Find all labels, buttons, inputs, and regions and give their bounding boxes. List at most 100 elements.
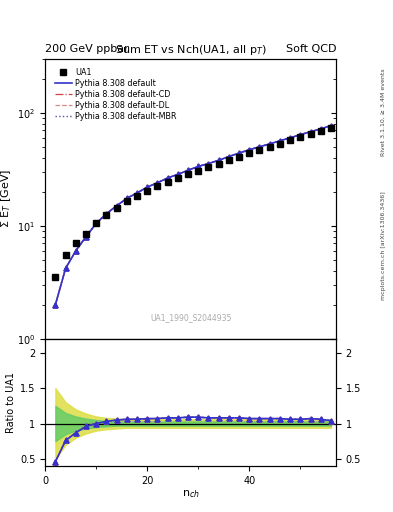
UA1: [94, 220, 99, 226]
UA1: [176, 175, 180, 181]
Y-axis label: Ratio to UA1: Ratio to UA1: [6, 372, 16, 433]
UA1: [329, 124, 333, 131]
Pythia 8.308 default-DL: [155, 180, 160, 186]
Pythia 8.308 default: [104, 210, 109, 217]
UA1: [145, 187, 150, 194]
Pythia 8.308 default-CD: [104, 210, 109, 217]
Pythia 8.308 default-MBR: [135, 190, 140, 196]
Pythia 8.308 default: [114, 203, 119, 209]
Pythia 8.308 default-DL: [176, 172, 180, 178]
Pythia 8.308 default-DL: [257, 144, 262, 150]
Pythia 8.308 default-MBR: [155, 180, 160, 186]
Pythia 8.308 default: [226, 154, 231, 160]
UA1: [135, 193, 140, 199]
Pythia 8.308 default-DL: [237, 150, 241, 156]
UA1: [165, 179, 170, 185]
UA1: [288, 137, 292, 143]
Pythia 8.308 default-DL: [247, 147, 252, 153]
Pythia 8.308 default-CD: [267, 141, 272, 147]
Pythia 8.308 default-DL: [73, 248, 78, 254]
Pythia 8.308 default-CD: [84, 233, 88, 240]
Pythia 8.308 default-DL: [298, 132, 303, 138]
Pythia 8.308 default: [145, 184, 150, 190]
Line: Pythia 8.308 default-CD: Pythia 8.308 default-CD: [55, 125, 331, 305]
Pythia 8.308 default-MBR: [267, 141, 272, 147]
Pythia 8.308 default-CD: [145, 184, 150, 190]
Pythia 8.308 default: [329, 122, 333, 129]
Pythia 8.308 default: [247, 147, 252, 153]
Pythia 8.308 default-MBR: [73, 248, 78, 254]
Pythia 8.308 default-MBR: [206, 161, 211, 167]
UA1: [216, 161, 221, 167]
Pythia 8.308 default-CD: [63, 265, 68, 271]
Pythia 8.308 default-CD: [73, 248, 78, 254]
Pythia 8.308 default: [84, 233, 88, 240]
Pythia 8.308 default-DL: [186, 167, 191, 174]
UA1: [73, 240, 78, 246]
Pythia 8.308 default-MBR: [165, 175, 170, 181]
Pythia 8.308 default-MBR: [288, 135, 292, 141]
UA1: [63, 252, 68, 258]
Pythia 8.308 default-MBR: [63, 265, 68, 271]
Pythia 8.308 default-CD: [298, 132, 303, 138]
UA1: [196, 168, 200, 174]
Pythia 8.308 default: [53, 302, 58, 308]
UA1: [308, 131, 313, 137]
Pythia 8.308 default-MBR: [84, 233, 88, 240]
Pythia 8.308 default-CD: [206, 161, 211, 167]
Pythia 8.308 default-DL: [63, 265, 68, 271]
UA1: [206, 164, 211, 170]
Line: UA1: UA1: [53, 125, 334, 280]
Pythia 8.308 default-MBR: [125, 195, 129, 201]
UA1: [237, 154, 241, 160]
Pythia 8.308 default-CD: [318, 126, 323, 132]
Pythia 8.308 default-DL: [267, 141, 272, 147]
Text: Rivet 3.1.10, ≥ 3.4M events: Rivet 3.1.10, ≥ 3.4M events: [381, 69, 386, 157]
Pythia 8.308 default-CD: [277, 138, 282, 144]
Pythia 8.308 default: [267, 141, 272, 147]
Pythia 8.308 default-DL: [216, 157, 221, 163]
Pythia 8.308 default-MBR: [186, 167, 191, 174]
Pythia 8.308 default: [298, 132, 303, 138]
Text: Soft QCD: Soft QCD: [286, 44, 336, 54]
Pythia 8.308 default-DL: [165, 175, 170, 181]
Pythia 8.308 default-DL: [125, 195, 129, 201]
Pythia 8.308 default-DL: [318, 126, 323, 132]
Pythia 8.308 default-CD: [308, 129, 313, 135]
Pythia 8.308 default: [308, 129, 313, 135]
Pythia 8.308 default-CD: [237, 150, 241, 156]
UA1: [267, 144, 272, 150]
Pythia 8.308 default-CD: [125, 195, 129, 201]
Pythia 8.308 default: [165, 175, 170, 181]
Pythia 8.308 default-CD: [288, 135, 292, 141]
Pythia 8.308 default-MBR: [237, 150, 241, 156]
Pythia 8.308 default-CD: [155, 180, 160, 186]
Pythia 8.308 default: [94, 220, 99, 226]
UA1: [84, 230, 88, 237]
Pythia 8.308 default: [176, 172, 180, 178]
Pythia 8.308 default-DL: [145, 184, 150, 190]
Pythia 8.308 default-MBR: [176, 172, 180, 178]
Pythia 8.308 default-MBR: [94, 220, 99, 226]
UA1: [318, 128, 323, 134]
Pythia 8.308 default: [135, 190, 140, 196]
Pythia 8.308 default-MBR: [226, 154, 231, 160]
UA1: [226, 157, 231, 163]
UA1: [155, 183, 160, 189]
Pythia 8.308 default-MBR: [196, 163, 200, 169]
Pythia 8.308 default-CD: [176, 172, 180, 178]
Pythia 8.308 default-MBR: [277, 138, 282, 144]
Pythia 8.308 default-CD: [196, 163, 200, 169]
Pythia 8.308 default-DL: [135, 190, 140, 196]
UA1: [257, 147, 262, 153]
Pythia 8.308 default: [196, 163, 200, 169]
Pythia 8.308 default-CD: [329, 122, 333, 129]
Pythia 8.308 default: [237, 150, 241, 156]
Pythia 8.308 default: [216, 157, 221, 163]
Pythia 8.308 default-CD: [216, 157, 221, 163]
Pythia 8.308 default-MBR: [145, 184, 150, 190]
X-axis label: n$_{ch}$: n$_{ch}$: [182, 488, 200, 500]
Pythia 8.308 default-DL: [288, 135, 292, 141]
Pythia 8.308 default: [63, 265, 68, 271]
Pythia 8.308 default-MBR: [247, 147, 252, 153]
